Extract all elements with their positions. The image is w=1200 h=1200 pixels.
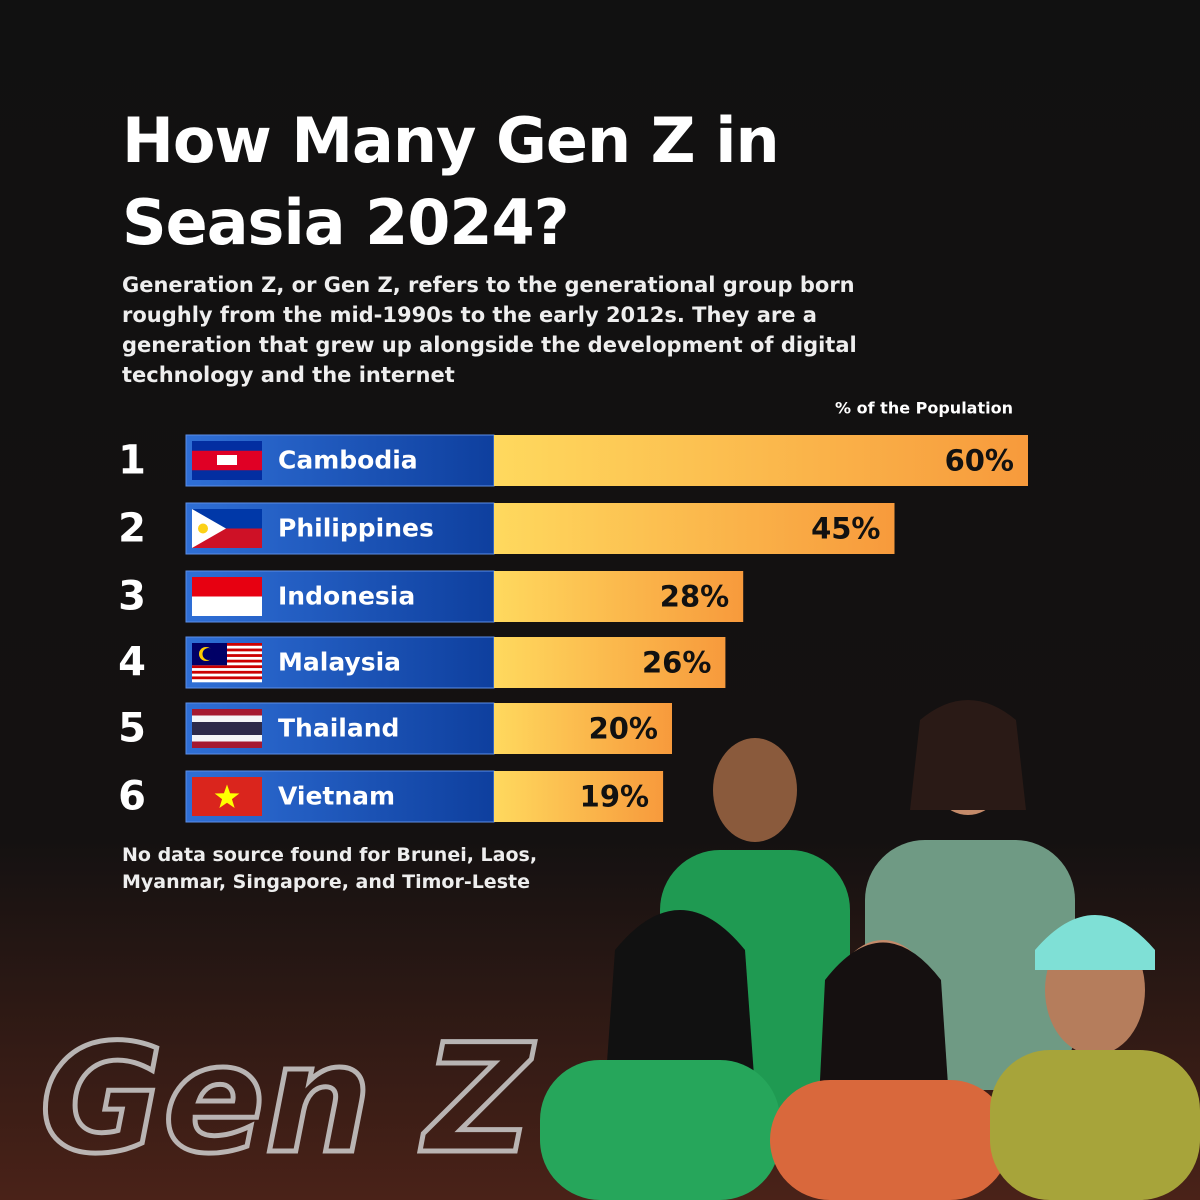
value-label: 60% — [945, 444, 1014, 478]
value-label: 28% — [660, 580, 729, 614]
flag-stripe — [192, 665, 262, 669]
value-label: 45% — [811, 512, 880, 546]
flag-sun — [198, 523, 208, 534]
bar — [494, 435, 1028, 486]
category-label: Malaysia — [278, 648, 401, 677]
flag-moon-cut — [202, 648, 215, 660]
flag-stripe — [192, 673, 262, 677]
value-label: 20% — [589, 712, 658, 746]
category-label: Thailand — [278, 714, 399, 743]
flag-stripe — [192, 679, 262, 683]
rank-label: 2 — [118, 506, 146, 552]
rank-label: 3 — [118, 574, 146, 620]
flag — [192, 709, 262, 748]
rank-label: 5 — [118, 706, 146, 752]
people-illustration — [540, 700, 1200, 1200]
category-label: Indonesia — [278, 582, 415, 611]
category-label: Philippines — [278, 514, 434, 543]
flag-stripe — [192, 741, 262, 748]
category-label: Vietnam — [278, 782, 395, 811]
note: No data source found for Brunei, Laos, M… — [122, 844, 538, 893]
flag-stripe — [192, 577, 262, 597]
flag — [192, 577, 262, 616]
subtitle: Generation Z, or Gen Z, refers to the ge… — [122, 273, 857, 387]
category-label: Cambodia — [278, 446, 418, 475]
bar — [494, 571, 744, 622]
bar — [494, 703, 672, 754]
bar — [494, 771, 664, 822]
flag-stripe — [192, 709, 262, 716]
title: How Many Gen Z in Seasia 2024? — [122, 104, 780, 259]
flag — [192, 777, 262, 816]
bar — [494, 637, 726, 688]
flag-stripe — [192, 596, 262, 616]
flag-emblem — [217, 455, 237, 465]
flag-triangle — [192, 509, 226, 548]
flag — [192, 643, 262, 683]
x-axis-label: % of the Population — [835, 399, 1013, 418]
rank-label: 4 — [118, 640, 146, 686]
neon-text: Gen Z — [40, 1013, 536, 1187]
value-label: 26% — [642, 646, 711, 680]
rank-label: 6 — [118, 774, 146, 820]
flag — [192, 509, 262, 548]
value-label: 19% — [580, 780, 649, 814]
flag-star — [214, 784, 240, 809]
flag-stripe — [192, 735, 262, 742]
flag-stripe — [192, 676, 262, 680]
flag-stripe — [192, 668, 262, 672]
rank-label: 1 — [118, 438, 146, 484]
flag-stripe — [192, 715, 262, 722]
flag-stripe — [192, 670, 262, 674]
flag — [192, 441, 262, 480]
flag-stripe — [192, 722, 262, 735]
bar — [494, 503, 895, 554]
